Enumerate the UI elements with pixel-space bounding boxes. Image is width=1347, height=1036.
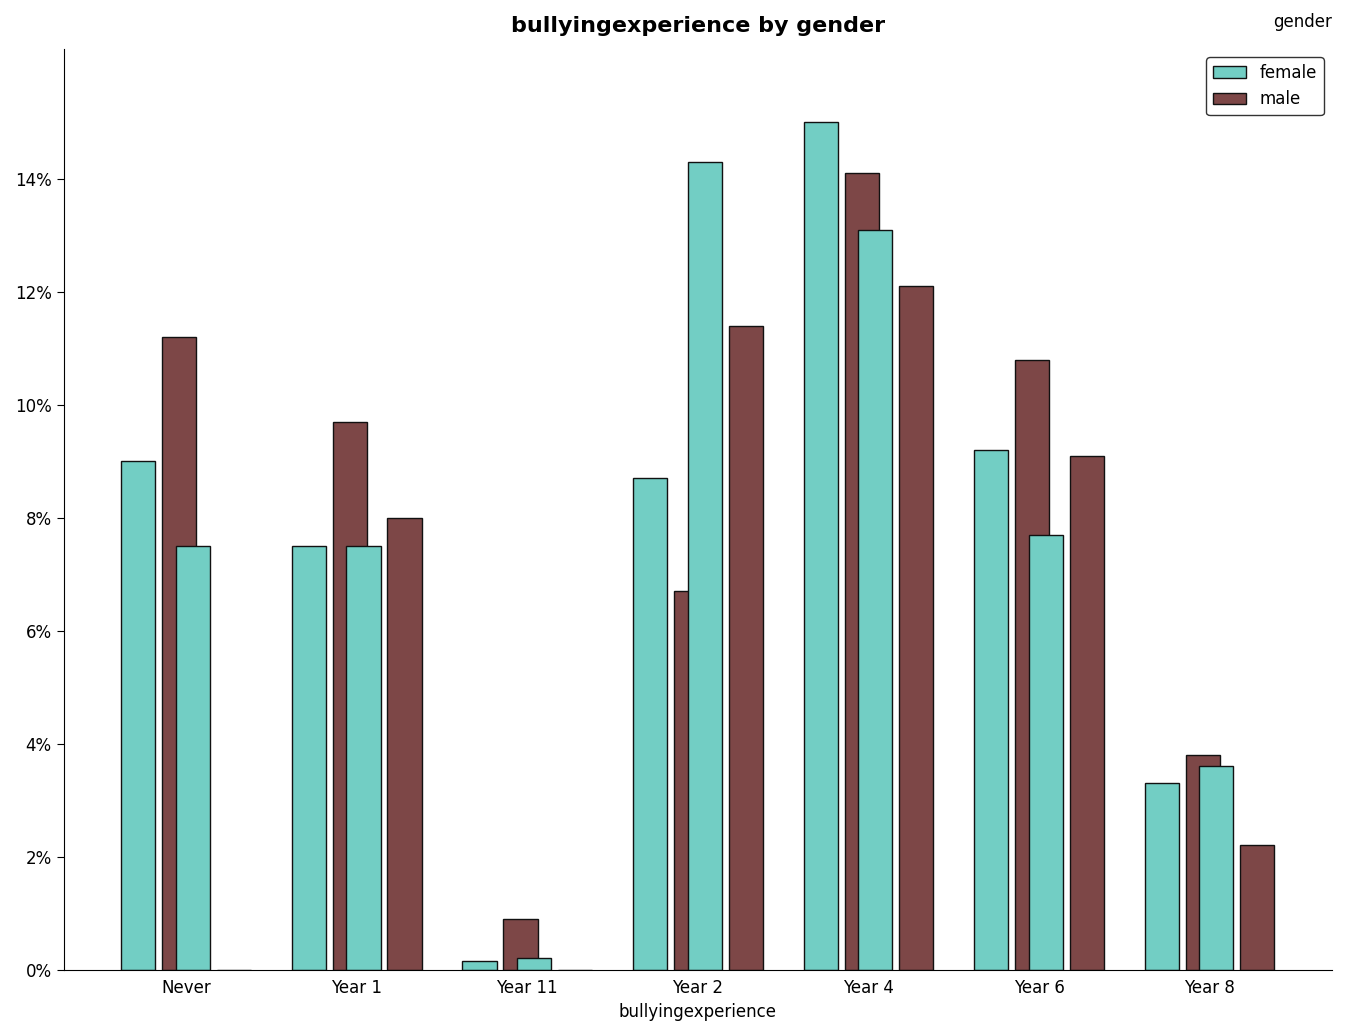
Bar <box>898 286 933 970</box>
Legend: female, male: female, male <box>1207 57 1324 115</box>
Bar <box>974 450 1009 970</box>
Bar <box>687 162 722 970</box>
Bar <box>1199 767 1234 970</box>
Bar <box>729 325 762 970</box>
X-axis label: bullyingexperience: bullyingexperience <box>618 1003 777 1021</box>
Title: bullyingexperience by gender: bullyingexperience by gender <box>511 17 885 36</box>
Bar <box>1029 535 1063 970</box>
Bar <box>1070 456 1103 970</box>
Bar <box>845 173 878 970</box>
Bar <box>1185 755 1220 970</box>
Bar <box>292 546 326 970</box>
Bar <box>462 961 497 970</box>
Bar <box>633 479 667 970</box>
Text: gender: gender <box>1273 12 1332 30</box>
Bar <box>804 122 838 970</box>
Bar <box>1016 359 1049 970</box>
Bar <box>674 592 709 970</box>
Bar <box>517 958 551 970</box>
Bar <box>162 337 197 970</box>
Bar <box>388 518 422 970</box>
Bar <box>858 230 892 970</box>
Bar <box>346 546 381 970</box>
Bar <box>504 919 537 970</box>
Bar <box>1145 783 1179 970</box>
Bar <box>121 461 155 970</box>
Bar <box>176 546 210 970</box>
Bar <box>1241 845 1274 970</box>
Bar <box>333 422 366 970</box>
